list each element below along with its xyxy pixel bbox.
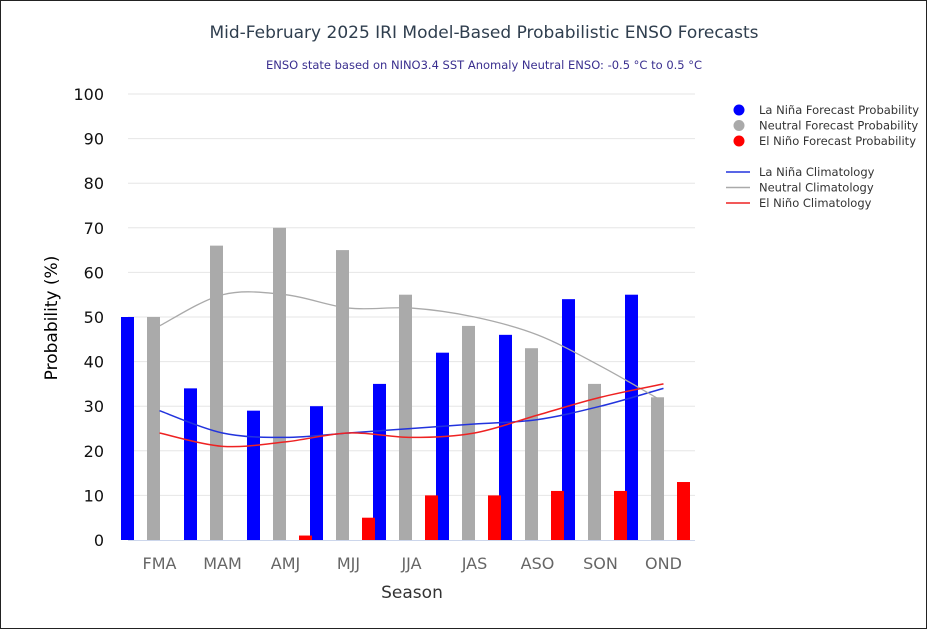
y-tick-label: 60 [84, 263, 104, 282]
bar-aso-neutral [525, 348, 538, 540]
y-tick-label: 40 [84, 353, 104, 372]
legend-label: Neutral Climatology [759, 181, 874, 195]
y-tick-label: 70 [84, 219, 104, 238]
neutral-climatology-line [159, 291, 664, 403]
bar-amj-el-nino [299, 535, 312, 540]
x-tick-label: FMA [143, 554, 177, 573]
x-tick-label: MJJ [337, 554, 360, 573]
la-nina-climatology-line [159, 387, 664, 439]
x-tick-label: SON [583, 554, 618, 573]
y-tick-label: 100 [73, 85, 104, 104]
y-tick-label: 80 [84, 174, 104, 193]
y-axis-title: Probability (%) [42, 256, 62, 381]
y-axis-ticks: 0 10 20 30 40 50 60 70 80 90 100 [73, 85, 104, 550]
bar-jas-neutral [462, 325, 475, 540]
x-axis-ticks: FMA MAM AMJ MJJ JJA JAS ASO SON OND [143, 554, 682, 573]
bar-jas-el-nino [488, 495, 501, 540]
bar-ond-la-nina [625, 294, 638, 540]
x-tick-label: JAS [461, 554, 488, 573]
el-nino-climatology-line [159, 383, 664, 448]
legend-marker [733, 135, 745, 147]
chart-title: Mid-February 2025 IRI Model-Based Probab… [209, 23, 758, 43]
bar-marks [121, 227, 690, 541]
legend-label: El Niño Forecast Probability [759, 134, 916, 148]
legend-label: Neutral Forecast Probability [759, 119, 918, 133]
bar-mam-la-nina [184, 388, 197, 540]
legend-label: El Niño Climatology [759, 196, 872, 210]
x-axis-title: Season [381, 583, 443, 603]
x-tick-label: AMJ [271, 554, 300, 573]
bar-jja-neutral [399, 294, 412, 540]
bar-jas-la-nina [436, 352, 449, 540]
legend-label: La Niña Forecast Probability [759, 103, 919, 117]
bar-jja-el-nino [425, 495, 438, 540]
bar-son-el-nino [614, 490, 627, 540]
bar-jja-la-nina [373, 383, 386, 540]
x-tick-label: JJA [400, 554, 421, 573]
bar-amj-neutral [273, 227, 286, 541]
bar-mjj-neutral [336, 250, 349, 540]
y-tick-label: 0 [94, 531, 104, 550]
bar-fma-neutral [147, 317, 160, 540]
legend-label: La Niña Climatology [759, 165, 875, 179]
legend-marker [733, 120, 745, 131]
bar-fma-la-nina [121, 317, 134, 540]
bar-mam-neutral [210, 245, 223, 540]
bar-aso-la-nina [499, 334, 512, 540]
legend-marker [733, 104, 745, 116]
bar-mjj-la-nina [310, 406, 323, 540]
x-tick-label: OND [645, 554, 682, 573]
y-tick-label: 90 [84, 130, 104, 149]
chart-subtitle: ENSO state based on NINO3.4 SST Anomaly … [266, 58, 702, 72]
bar-son-neutral [588, 383, 601, 540]
bar-amj-la-nina [247, 410, 260, 540]
y-tick-label: 10 [84, 486, 104, 505]
legend: La Niña Forecast Probability Neutral Fore… [726, 103, 919, 210]
climatology-lines [159, 291, 664, 448]
x-tick-label: MAM [203, 554, 242, 573]
bar-son-la-nina [562, 299, 575, 540]
y-tick-label: 20 [84, 442, 104, 461]
bar-mjj-el-nino [362, 517, 375, 540]
y-tick-label: 50 [84, 308, 104, 327]
bar-ond-neutral [651, 397, 664, 540]
x-tick-label: ASO [521, 554, 555, 573]
bar-aso-el-nino [551, 490, 564, 540]
bar-ond-el-nino [677, 482, 690, 540]
y-tick-label: 30 [84, 397, 104, 416]
